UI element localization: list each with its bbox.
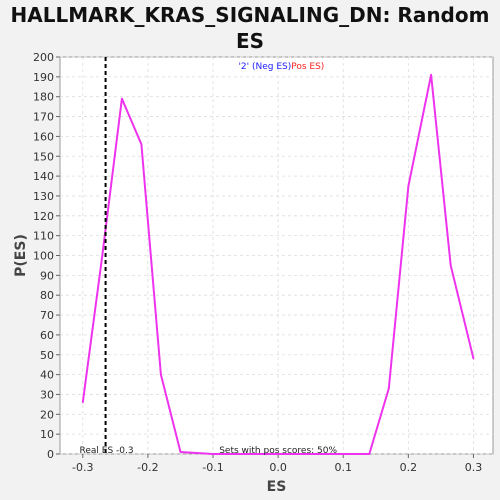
data-point <box>140 143 143 146</box>
data-point <box>160 373 162 376</box>
y-tick-label: 150 <box>33 150 54 163</box>
data-point <box>449 264 452 267</box>
data-point <box>179 451 182 453</box>
y-tick-label: 40 <box>40 369 54 382</box>
x-tick-label: -0.2 <box>137 461 158 474</box>
data-point <box>121 97 123 100</box>
x-tick-label: -0.3 <box>72 461 93 474</box>
y-tick-label: 70 <box>40 309 54 322</box>
axes: 0 10 20 30 40 50 60 70 80 90 100 110 120 130 140 150 160… <box>33 51 482 474</box>
data-point <box>388 387 390 390</box>
x-axis-label: ES <box>267 479 287 495</box>
y-tick-label: 190 <box>33 71 54 84</box>
x-tick-label: 0.3 <box>465 461 483 474</box>
y-tick-label: 100 <box>33 250 54 263</box>
y-tick-label: 90 <box>40 269 54 282</box>
y-tick-label: 60 <box>40 329 54 342</box>
y-tick-label: 10 <box>40 428 54 441</box>
y-tick-label: 30 <box>40 388 54 401</box>
data-point <box>368 453 371 455</box>
y-tick-label: 130 <box>33 190 54 203</box>
data-point <box>342 453 345 455</box>
x-tick-label: 0.0 <box>269 461 287 474</box>
pos-scores-annotation: Sets with pos scores: 50% <box>219 446 337 456</box>
legend: '2' (Neg ES)Pos ES) <box>238 62 324 72</box>
chart-title-line-1: HALLMARK_KRAS_SIGNALING_DN: Random ES <box>10 3 490 53</box>
data-point <box>472 357 475 360</box>
data-point <box>81 401 84 404</box>
data-point <box>101 254 104 257</box>
y-tick-label: 0 <box>47 448 54 461</box>
data-point <box>212 453 214 455</box>
y-tick-label: 140 <box>33 170 54 183</box>
series-layer <box>81 73 475 455</box>
data-point <box>407 185 410 187</box>
y-tick-label: 120 <box>33 210 54 223</box>
data-point <box>430 74 432 76</box>
y-tick-label: 80 <box>40 289 54 302</box>
y-tick-label: 110 <box>33 230 54 243</box>
y-tick-label: 200 <box>33 51 54 64</box>
y-axis-label: P(ES) <box>13 234 29 277</box>
y-tick-label: 20 <box>40 408 54 421</box>
y-tick-label: 180 <box>33 91 54 104</box>
y-tick-label: 170 <box>33 111 54 124</box>
x-tick-label: -0.1 <box>202 461 223 474</box>
real-es-label: Real ES -0.3 <box>80 446 134 456</box>
legend-entry-pos: Pos ES) <box>291 62 324 72</box>
legend-entry-neg: '2' (Neg ES) <box>238 62 291 72</box>
y-tick-label: 50 <box>40 349 54 362</box>
x-tick-label: 0.2 <box>400 461 418 474</box>
data-point <box>277 453 279 455</box>
x-tick-label: 0.1 <box>334 461 352 474</box>
y-tick-label: 160 <box>33 130 54 143</box>
